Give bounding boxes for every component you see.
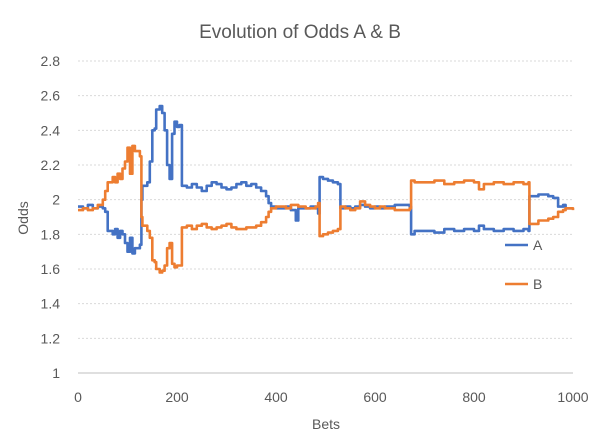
y-axis-label: Odds — [15, 201, 31, 234]
y-axis-ticks: 1 1.2 1.4 1.6 1.8 2 2.2 2.4 2.6 2.8 — [41, 53, 61, 381]
y-tick-label: 2.8 — [41, 53, 61, 69]
x-axis-ticks: 0 200 400 600 800 1000 — [74, 389, 589, 405]
y-tick-label: 1 — [52, 365, 60, 381]
legend-label: B — [533, 276, 542, 292]
gridlines — [78, 60, 573, 374]
chart-title: Evolution of Odds A & B — [199, 22, 401, 43]
x-tick-label: 1000 — [557, 389, 588, 405]
y-tick-label: 2.6 — [41, 88, 61, 104]
x-tick-label: 800 — [462, 389, 486, 405]
series-line-b — [78, 144, 575, 274]
legend-label: A — [533, 237, 543, 253]
y-tick-label: 1.6 — [41, 261, 61, 277]
series-lines — [78, 104, 575, 274]
x-tick-label: 0 — [74, 389, 82, 405]
y-tick-label: 2.4 — [41, 122, 61, 138]
x-tick-label: 200 — [165, 389, 189, 405]
y-tick-label: 1.8 — [41, 226, 61, 242]
x-tick-label: 400 — [264, 389, 288, 405]
series-line-a — [78, 104, 573, 255]
x-axis-label: Bets — [312, 416, 340, 432]
legend: AB — [505, 237, 543, 292]
x-tick-label: 600 — [363, 389, 387, 405]
y-tick-label: 1.4 — [41, 296, 61, 312]
legend-item-b: B — [505, 276, 542, 292]
y-tick-label: 2.2 — [41, 157, 61, 173]
legend-item-a: A — [505, 237, 543, 253]
y-tick-label: 1.2 — [41, 330, 61, 346]
y-tick-label: 2 — [52, 192, 60, 208]
